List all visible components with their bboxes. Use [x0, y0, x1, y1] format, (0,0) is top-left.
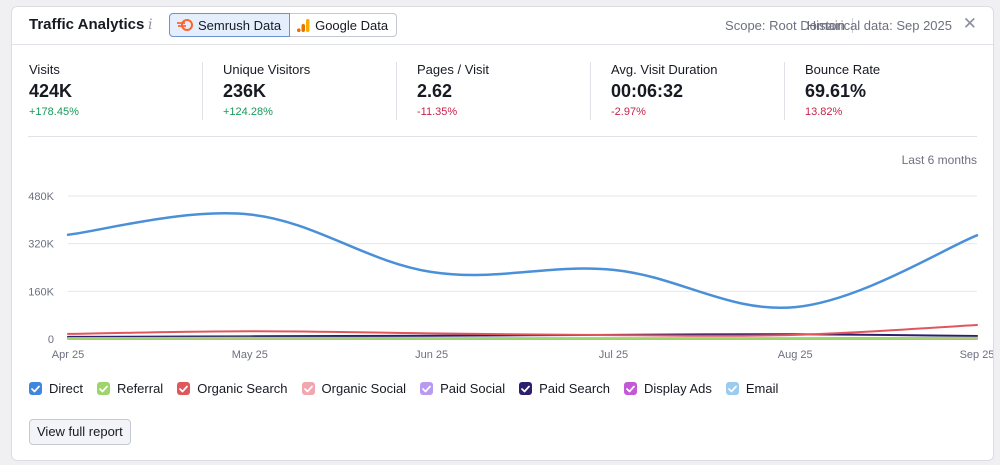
- period-label[interactable]: Last 6 months: [901, 153, 977, 167]
- legend-item-organic-search[interactable]: Organic Search: [177, 381, 288, 396]
- legend-item-display-ads[interactable]: Display Ads: [623, 381, 712, 396]
- checkbox-checked-icon[interactable]: [29, 382, 42, 395]
- legend-label: Display Ads: [643, 381, 712, 396]
- tab-semrush-label: Semrush Data: [198, 17, 282, 33]
- metric-delta: +124.28%: [223, 106, 273, 118]
- metric-delta: -2.97%: [611, 106, 646, 118]
- metric-divider: [202, 62, 203, 120]
- x-tick-label: Jul 25: [599, 349, 628, 361]
- metric-bounce-rate: Bounce Rate 69.61% 13.82%: [805, 62, 880, 122]
- metric-divider: [396, 62, 397, 120]
- metric-value: 236K: [223, 81, 267, 101]
- metric-unique-visitors: Unique Visitors 236K +124.28%: [223, 62, 310, 122]
- legend-item-referral[interactable]: Referral: [96, 381, 164, 396]
- data-source-toggle: Semrush Data Google Data: [169, 13, 398, 37]
- metric-visits: Visits 424K +178.45%: [29, 62, 79, 122]
- metric-divider: [784, 62, 785, 120]
- header-separator: [852, 18, 853, 33]
- card-header: Traffic Analytics i Semrush Data Google …: [12, 7, 993, 45]
- checkbox-checked-icon[interactable]: [96, 382, 110, 395]
- metric-delta: +178.45%: [29, 106, 79, 118]
- metric-divider: [590, 62, 591, 120]
- legend-item-direct[interactable]: Direct: [29, 381, 83, 396]
- card-title: Traffic Analytics: [29, 16, 145, 33]
- legend-label: Organic Search: [197, 381, 288, 396]
- close-icon[interactable]: ✕: [962, 14, 977, 33]
- legend-item-paid-social[interactable]: Paid Social: [420, 381, 505, 396]
- checkbox-checked-icon[interactable]: [519, 382, 533, 395]
- metric-label: Visits: [29, 62, 60, 77]
- y-tick-label: 480K: [28, 191, 54, 203]
- scope-label: Scope: Root Domain: [725, 18, 845, 33]
- traffic-line-chart[interactable]: 480K 320K 160K 0 Apr 25 May 25 Jun 25 Jul 25 Aug…: [12, 177, 993, 377]
- legend-label: Email: [745, 381, 779, 396]
- metric-pages-per-visit: Pages / Visit 2.62 -11.35%: [417, 62, 489, 122]
- y-tick-label: 0: [48, 334, 54, 346]
- legend-label: Paid Search: [539, 381, 610, 396]
- metric-label: Pages / Visit: [417, 62, 490, 77]
- legend-label: Referral: [116, 381, 164, 396]
- metric-value: 424K: [29, 81, 73, 101]
- metrics-divider: [28, 136, 977, 137]
- x-tick-label: Aug 25: [778, 349, 813, 361]
- x-tick-label: Apr 25: [52, 349, 84, 361]
- checkbox-checked-icon[interactable]: [725, 382, 739, 395]
- x-tick-label: May 25: [232, 349, 268, 361]
- metric-label: Unique Visitors: [223, 62, 311, 77]
- checkbox-checked-icon[interactable]: [420, 382, 434, 395]
- tab-google-label: Google Data: [315, 17, 389, 33]
- legend-item-organic-social[interactable]: Organic Social: [301, 381, 407, 396]
- series-line-organic-search[interactable]: [67, 323, 978, 337]
- x-tick-label: Sep 25: [960, 349, 993, 361]
- checkbox-checked-icon[interactable]: [301, 382, 315, 395]
- traffic-analytics-card: Traffic Analytics i Semrush Data Google …: [11, 6, 994, 461]
- legend-item-paid-search[interactable]: Paid Search: [519, 381, 610, 396]
- legend-label: Direct: [49, 381, 83, 396]
- metric-delta: -11.35%: [417, 106, 458, 118]
- series-line-direct[interactable]: [66, 212, 979, 310]
- legend-label: Organic Social: [321, 381, 407, 396]
- chart-legend: Direct Referral Organic Search Organic Soci…: [29, 381, 792, 396]
- google-analytics-icon: [297, 18, 310, 32]
- tab-semrush-data[interactable]: Semrush Data: [169, 13, 291, 37]
- metric-avg-visit-duration: Avg. Visit Duration 00:06:32 -2.97%: [611, 62, 717, 122]
- y-tick-label: 320K: [28, 239, 54, 251]
- metric-value: 2.62: [417, 81, 453, 101]
- metric-label: Bounce Rate: [805, 62, 881, 77]
- metric-label: Avg. Visit Duration: [611, 62, 718, 77]
- legend-item-email[interactable]: Email: [725, 381, 779, 396]
- y-tick-label: 160K: [28, 286, 54, 298]
- metric-value: 69.61%: [805, 81, 867, 101]
- tab-google-data[interactable]: Google Data: [290, 13, 398, 37]
- legend-label: Paid Social: [440, 381, 506, 396]
- x-tick-label: Jun 25: [415, 349, 448, 361]
- historical-data-label[interactable]: Historical data: Sep 2025: [806, 18, 952, 33]
- info-icon[interactable]: i: [148, 17, 153, 33]
- semrush-logo-icon: [177, 19, 193, 31]
- view-full-report-button[interactable]: View full report: [29, 419, 131, 445]
- checkbox-checked-icon[interactable]: [177, 382, 191, 395]
- metric-value: 00:06:32: [611, 81, 684, 101]
- checkbox-checked-icon[interactable]: [623, 382, 637, 395]
- metric-delta: 13.82%: [805, 106, 843, 118]
- metrics-row: Visits 424K +178.45% Unique Visitors 236…: [12, 45, 993, 136]
